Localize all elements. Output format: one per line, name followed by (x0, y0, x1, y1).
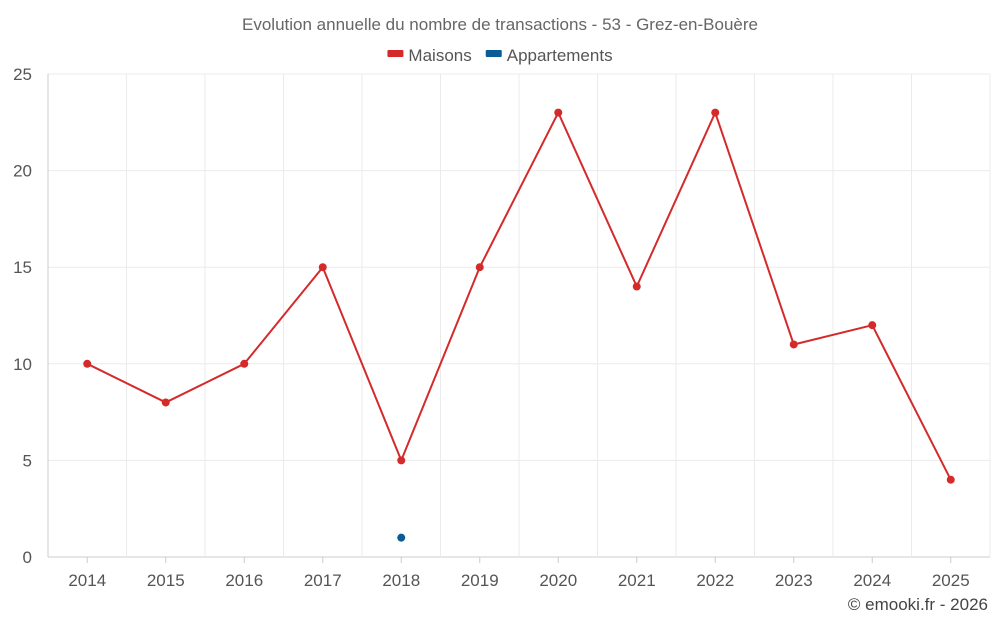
y-tick-label: 25 (13, 65, 32, 84)
legend-label: Maisons (408, 46, 471, 65)
data-point[interactable] (789, 340, 798, 349)
series-appartements[interactable] (397, 533, 406, 542)
series-layer (83, 108, 955, 542)
data-point[interactable] (632, 282, 641, 291)
data-point[interactable] (397, 456, 406, 465)
y-tick-label: 5 (23, 451, 32, 470)
data-point[interactable] (868, 321, 877, 330)
x-tick-label: 2023 (775, 571, 813, 590)
data-point[interactable] (554, 108, 563, 117)
legend-swatch (485, 50, 502, 57)
x-tick-label: 2015 (147, 571, 185, 590)
y-tick-label: 0 (23, 548, 32, 567)
x-tick-label: 2019 (461, 571, 499, 590)
legend-label: Appartements (507, 46, 613, 65)
data-point[interactable] (318, 263, 327, 272)
data-point[interactable] (475, 263, 484, 272)
x-tick-label: 2018 (382, 571, 420, 590)
data-point[interactable] (397, 533, 406, 542)
x-tick-label: 2014 (68, 571, 106, 590)
data-point[interactable] (83, 359, 92, 368)
y-axis: 0 5 10 15 20 25 (13, 65, 32, 567)
x-tick-label: 2024 (853, 571, 891, 590)
y-tick-label: 10 (13, 355, 32, 374)
series-line (86, 111, 952, 481)
x-axis: 2014 2015 2016 2017 2018 2019 2020 2021 2022 2023… (68, 557, 970, 590)
credit-text: © emooki.fr - 2026 (848, 595, 988, 614)
y-tick-label: 15 (13, 258, 32, 277)
x-tick-label: 2025 (932, 571, 970, 590)
chart-title: Evolution annuelle du nombre de transact… (242, 15, 758, 34)
legend-item-maisons[interactable]: Maisons (387, 46, 472, 65)
data-point[interactable] (711, 108, 720, 117)
data-point[interactable] (946, 475, 955, 484)
legend-item-appartements[interactable]: Appartements (485, 46, 613, 65)
grid (47, 73, 991, 558)
x-tick-label: 2017 (304, 571, 342, 590)
x-tick-label: 2022 (696, 571, 734, 590)
x-tick-label: 2016 (225, 571, 263, 590)
data-point[interactable] (161, 398, 170, 407)
legend-swatch (387, 50, 404, 57)
x-tick-label: 2021 (618, 571, 656, 590)
x-tick-label: 2020 (539, 571, 577, 590)
y-tick-label: 20 (13, 162, 32, 181)
legend[interactable]: Maisons Appartements (387, 46, 613, 65)
series-maisons[interactable] (83, 108, 955, 484)
data-point[interactable] (240, 359, 249, 368)
